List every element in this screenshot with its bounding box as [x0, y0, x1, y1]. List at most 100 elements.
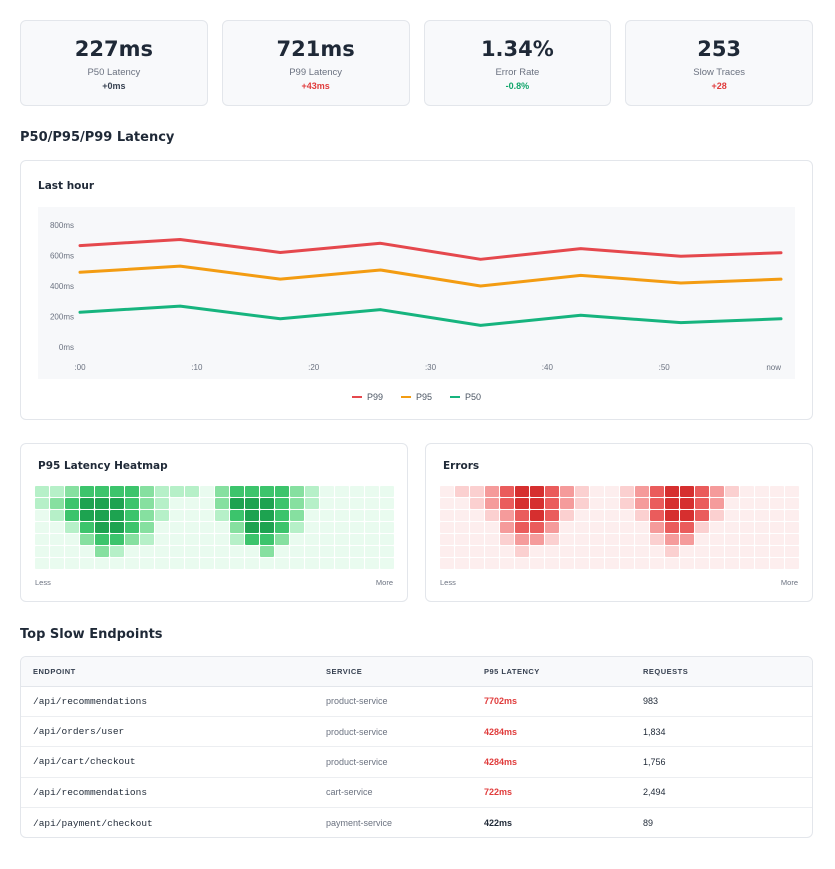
heatmap-cell[interactable]: [770, 486, 784, 497]
heatmap-cell[interactable]: [260, 534, 274, 545]
heatmap-cell[interactable]: [305, 498, 319, 509]
heatmap-cell[interactable]: [80, 486, 94, 497]
heatmap-cell[interactable]: [545, 510, 559, 521]
heatmap-cell[interactable]: [725, 522, 739, 533]
heatmap-cell[interactable]: [155, 522, 169, 533]
heatmap-cell[interactable]: [290, 534, 304, 545]
heatmap-cell[interactable]: [365, 498, 379, 509]
heatmap-cell[interactable]: [695, 558, 709, 569]
heatmap-cell[interactable]: [35, 534, 49, 545]
heatmap-cell[interactable]: [740, 522, 754, 533]
heatmap-cell[interactable]: [515, 498, 529, 509]
heatmap-cell[interactable]: [635, 546, 649, 557]
heatmap-cell[interactable]: [245, 498, 259, 509]
heatmap-cell[interactable]: [725, 546, 739, 557]
header-endpoint[interactable]: ENDPOINT: [21, 657, 326, 687]
heatmap-cell[interactable]: [665, 498, 679, 509]
heatmap-cell[interactable]: [665, 522, 679, 533]
heatmap-cell[interactable]: [515, 486, 529, 497]
heatmap-cell[interactable]: [665, 510, 679, 521]
heatmap-cell[interactable]: [695, 522, 709, 533]
heatmap-cell[interactable]: [575, 546, 589, 557]
heatmap-cell[interactable]: [125, 558, 139, 569]
heatmap-cell[interactable]: [35, 510, 49, 521]
heatmap-cell[interactable]: [200, 522, 214, 533]
heatmap-cell[interactable]: [500, 558, 514, 569]
header-service[interactable]: SERVICE: [326, 657, 484, 687]
heatmap-cell[interactable]: [680, 558, 694, 569]
heatmap-cell[interactable]: [650, 558, 664, 569]
heatmap-cell[interactable]: [275, 558, 289, 569]
heatmap-cell[interactable]: [740, 498, 754, 509]
heatmap-cell[interactable]: [620, 498, 634, 509]
heatmap-cell[interactable]: [560, 546, 574, 557]
heatmap-cell[interactable]: [605, 498, 619, 509]
heatmap-cell[interactable]: [650, 486, 664, 497]
heatmap-cell[interactable]: [680, 510, 694, 521]
heatmap-cell[interactable]: [605, 486, 619, 497]
legend-item-p95[interactable]: P95: [400, 392, 432, 402]
heatmap-cell[interactable]: [545, 558, 559, 569]
heatmap-cell[interactable]: [50, 486, 64, 497]
heatmap-cell[interactable]: [215, 510, 229, 521]
heatmap-cell[interactable]: [575, 510, 589, 521]
heatmap-cell[interactable]: [185, 522, 199, 533]
heatmap-cell[interactable]: [305, 510, 319, 521]
heatmap-cell[interactable]: [125, 486, 139, 497]
heatmap-cell[interactable]: [305, 558, 319, 569]
heatmap-cell[interactable]: [515, 534, 529, 545]
heatmap-cell[interactable]: [680, 522, 694, 533]
heatmap-cell[interactable]: [95, 498, 109, 509]
heatmap-cell[interactable]: [140, 534, 154, 545]
heatmap-cell[interactable]: [560, 534, 574, 545]
heatmap-cell[interactable]: [620, 546, 634, 557]
heatmap-cell[interactable]: [140, 498, 154, 509]
heatmap-cell[interactable]: [620, 510, 634, 521]
heatmap-cell[interactable]: [65, 558, 79, 569]
legend-item-p50[interactable]: P50: [450, 392, 481, 402]
heatmap-cell[interactable]: [65, 522, 79, 533]
heatmap-cell[interactable]: [155, 558, 169, 569]
heatmap-cell[interactable]: [740, 510, 754, 521]
heatmap-cell[interactable]: [635, 498, 649, 509]
heatmap-cell[interactable]: [140, 510, 154, 521]
heatmap-cell[interactable]: [605, 522, 619, 533]
heatmap-cell[interactable]: [215, 558, 229, 569]
heatmap-cell[interactable]: [710, 546, 724, 557]
heatmap-cell[interactable]: [200, 486, 214, 497]
heatmap-cell[interactable]: [65, 510, 79, 521]
heatmap-cell[interactable]: [455, 558, 469, 569]
heatmap-cell[interactable]: [620, 534, 634, 545]
heatmap-cell[interactable]: [245, 534, 259, 545]
heatmap-cell[interactable]: [665, 558, 679, 569]
heatmap-cell[interactable]: [455, 522, 469, 533]
heatmap-cell[interactable]: [545, 522, 559, 533]
heatmap-cell[interactable]: [50, 510, 64, 521]
heatmap-cell[interactable]: [185, 498, 199, 509]
heatmap-cell[interactable]: [545, 498, 559, 509]
heatmap-cell[interactable]: [695, 486, 709, 497]
heatmap-cell[interactable]: [500, 534, 514, 545]
heatmap-cell[interactable]: [710, 510, 724, 521]
heatmap-cell[interactable]: [740, 534, 754, 545]
heatmap-cell[interactable]: [485, 522, 499, 533]
heatmap-cell[interactable]: [560, 486, 574, 497]
heatmap-cell[interactable]: [785, 522, 799, 533]
heatmap-cell[interactable]: [740, 486, 754, 497]
heatmap-cell[interactable]: [110, 510, 124, 521]
heatmap-cell[interactable]: [440, 534, 454, 545]
heatmap-cell[interactable]: [65, 546, 79, 557]
heatmap-cell[interactable]: [455, 546, 469, 557]
heatmap-cell[interactable]: [665, 486, 679, 497]
heatmap-cell[interactable]: [155, 534, 169, 545]
heatmap-cell[interactable]: [35, 522, 49, 533]
heatmap-cell[interactable]: [185, 510, 199, 521]
heatmap-cell[interactable]: [50, 498, 64, 509]
table-row[interactable]: /api/recommendations cart-service 722ms …: [21, 777, 812, 809]
heatmap-cell[interactable]: [650, 510, 664, 521]
heatmap-cell[interactable]: [650, 522, 664, 533]
heatmap-cell[interactable]: [695, 510, 709, 521]
heatmap-cell[interactable]: [230, 546, 244, 557]
heatmap-cell[interactable]: [485, 510, 499, 521]
heatmap-cell[interactable]: [260, 498, 274, 509]
